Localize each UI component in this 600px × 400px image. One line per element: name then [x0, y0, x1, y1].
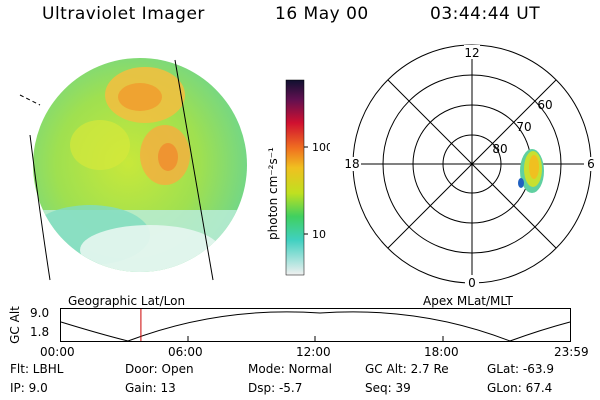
- info-door: Door: Open: [125, 362, 194, 376]
- left-panel-caption: Geographic Lat/Lon: [68, 294, 186, 308]
- aurora-oval-patch: [518, 149, 544, 193]
- geographic-image-panel: [19, 58, 247, 281]
- time-tick-0600: 06:00: [168, 345, 203, 359]
- time-tick-2359: 23:59: [554, 345, 589, 359]
- time-label: 03:44:44 UT: [430, 4, 541, 24]
- altitude-ticks: [187, 336, 444, 342]
- colorbar-tick-10: 10: [312, 228, 326, 241]
- mlt-label-12: 12: [464, 46, 479, 60]
- colorbar: 100 10 photon cm⁻²s⁻¹: [266, 79, 330, 276]
- mlt-label-18: 18: [344, 157, 359, 171]
- time-tick-0000: 00:00: [40, 345, 75, 359]
- altitude-ylabel: GC Alt: [8, 306, 22, 344]
- polar-plot: 12 18 6 0 60 70 80: [343, 44, 598, 290]
- instrument-title: Ultraviolet Imager: [42, 4, 205, 24]
- coastline: [19, 94, 41, 106]
- info-ip: IP: 9.0: [10, 381, 48, 395]
- polar-axis-diagonal: [387, 79, 557, 249]
- altitude-ytick-9: 9.0: [30, 306, 50, 320]
- mlt-label-6: 6: [587, 157, 595, 171]
- lat-label-70: 70: [516, 120, 531, 134]
- info-glon: GLon: 67.4: [487, 381, 553, 395]
- colorbar-unit-label: photon cm⁻²s⁻¹: [266, 147, 280, 240]
- aurora-image: [33, 58, 247, 272]
- info-flt: Flt: LBHL: [10, 362, 64, 376]
- date-label: 16 May 00: [275, 4, 369, 24]
- info-glat: GLat: -63.9: [487, 362, 554, 376]
- right-panel-caption: Apex MLat/MLT: [423, 294, 513, 308]
- colorbar-gradient: [285, 79, 305, 276]
- mlt-label-0: 0: [468, 276, 476, 290]
- info-seq: Seq: 39: [365, 381, 411, 395]
- info-gain: Gain: 13: [125, 381, 176, 395]
- info-mode: Mode: Normal: [248, 362, 332, 376]
- info-gcalt: GC Alt: 2.7 Re: [365, 362, 449, 376]
- altitude-curve: [60, 311, 571, 342]
- longitude-line: [174, 59, 214, 281]
- altitude-ytick-1.8: 1.8: [30, 325, 50, 339]
- lat-label-60: 60: [537, 98, 552, 112]
- lat-label-80: 80: [492, 142, 507, 156]
- info-dsp: Dsp: -5.7: [248, 381, 303, 395]
- colorbar-tick-100: 100: [312, 141, 330, 154]
- time-tick-1200: 12:00: [296, 345, 331, 359]
- time-tick-1800: 18:00: [424, 345, 459, 359]
- longitude-line: [29, 134, 51, 281]
- altitude-plot: [60, 308, 571, 342]
